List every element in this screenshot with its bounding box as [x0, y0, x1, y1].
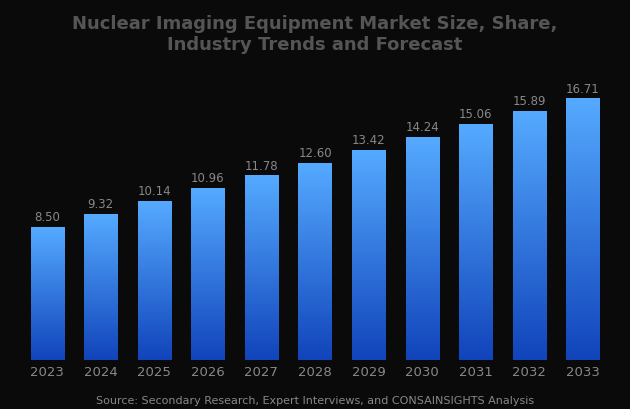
Text: 13.42: 13.42 — [352, 134, 386, 147]
Text: 15.89: 15.89 — [513, 95, 546, 108]
Text: 12.60: 12.60 — [298, 146, 332, 160]
Text: 15.06: 15.06 — [459, 108, 493, 121]
Text: 8.50: 8.50 — [34, 210, 60, 223]
Text: Source: Secondary Research, Expert Interviews, and CONSAINSIGHTS Analysis: Source: Secondary Research, Expert Inter… — [96, 395, 534, 405]
Text: 10.14: 10.14 — [137, 185, 171, 198]
Text: 9.32: 9.32 — [88, 198, 114, 211]
Text: 16.71: 16.71 — [566, 82, 600, 95]
Text: 11.78: 11.78 — [244, 159, 278, 172]
Title: Nuclear Imaging Equipment Market Size, Share,
Industry Trends and Forecast: Nuclear Imaging Equipment Market Size, S… — [72, 15, 558, 54]
Text: 14.24: 14.24 — [405, 121, 439, 134]
Text: 10.96: 10.96 — [191, 172, 225, 185]
